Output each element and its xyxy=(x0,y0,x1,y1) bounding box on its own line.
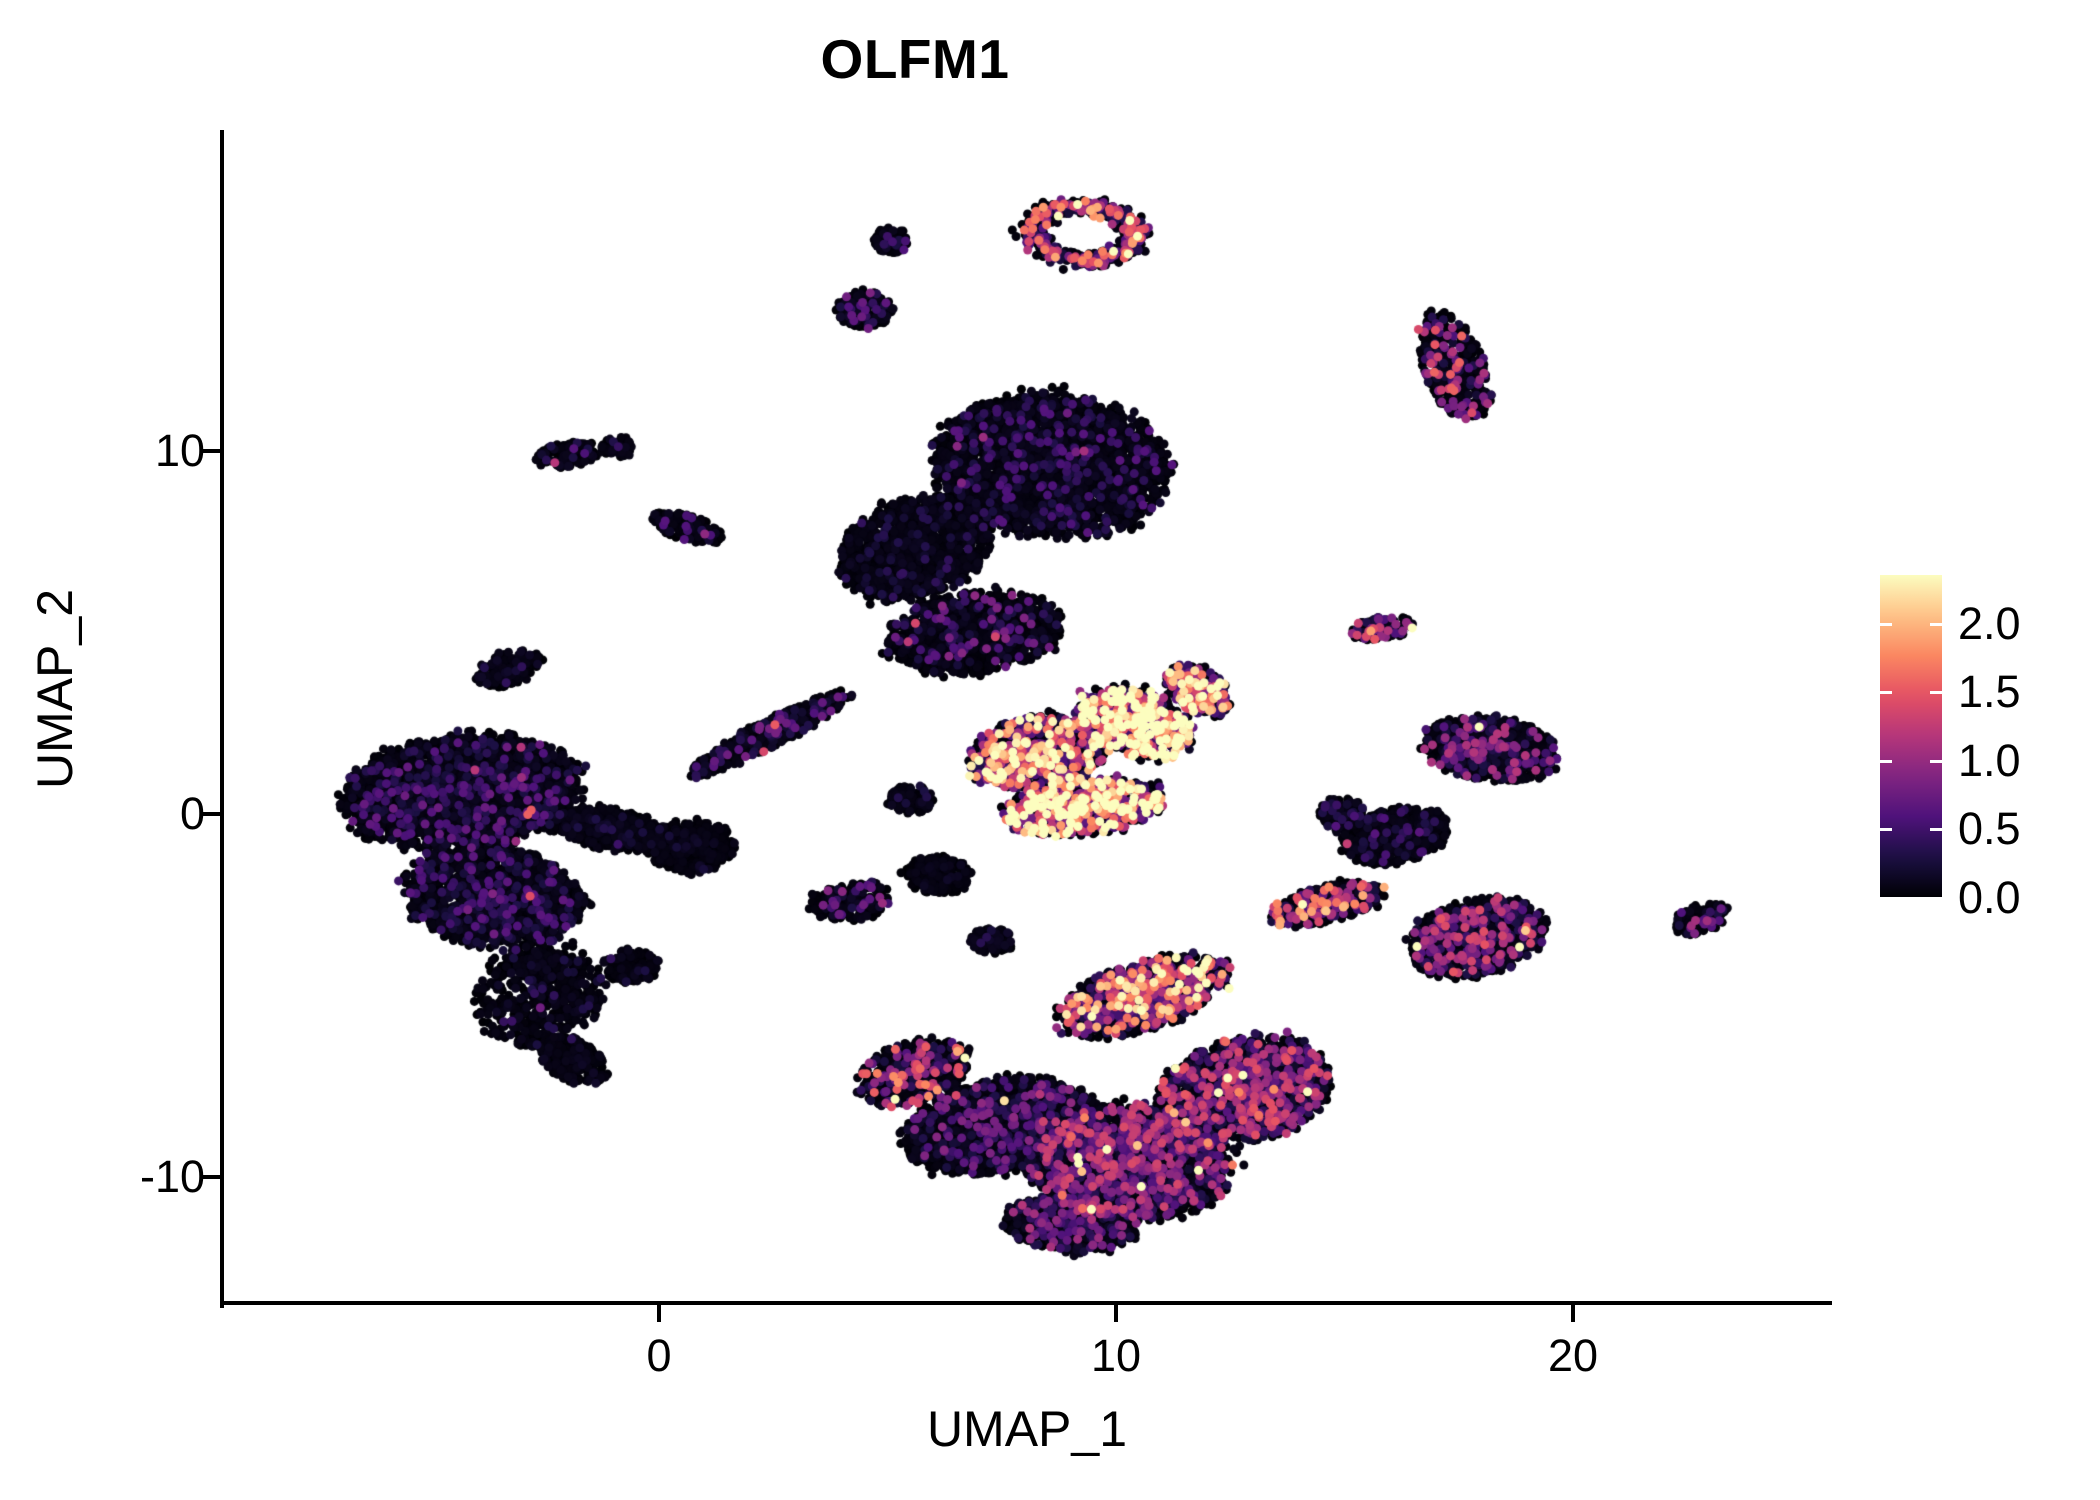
y-tick-label: 0 xyxy=(179,788,205,839)
scatter-plot-panel[interactable] xyxy=(222,130,1832,1305)
colorbar-tick-label: 0.5 xyxy=(1958,803,2021,855)
x-tick-mark xyxy=(1571,1305,1575,1322)
colorbar-tick xyxy=(1880,828,1892,832)
x-tick-label: 10 xyxy=(1090,1330,1142,1381)
colorbar-tick-label: 0.0 xyxy=(1958,872,2021,923)
y-tick-mark xyxy=(203,449,220,453)
colorbar-tick xyxy=(1930,759,1942,763)
colorbar-legend: 2.0 1.5 1.0 0.5 0.0 xyxy=(1880,575,2080,920)
x-axis-line xyxy=(220,1301,1832,1305)
x-axis-title: UMAP_1 xyxy=(926,1401,1128,1457)
y-tick-label: -10 xyxy=(139,1151,205,1202)
umap-scatter-canvas[interactable] xyxy=(222,130,1832,1305)
y-axis-title: UMAP_2 xyxy=(27,588,83,790)
y-tick-label: 10 xyxy=(154,425,205,476)
page-title: OLFM1 xyxy=(820,28,1010,90)
colorbar-tick xyxy=(1930,828,1942,832)
colorbar-tick xyxy=(1880,897,1892,900)
colorbar-tick xyxy=(1880,691,1892,695)
colorbar-gradient xyxy=(1880,575,1942,900)
colorbar-tick-label: 1.5 xyxy=(1958,666,2021,718)
y-axis-line xyxy=(220,130,224,1308)
colorbar-tick-label: 2.0 xyxy=(1958,597,2021,649)
colorbar-tick xyxy=(1930,622,1942,626)
colorbar-tick xyxy=(1930,897,1942,900)
y-tick-mark xyxy=(203,1175,220,1179)
x-tick-label: 20 xyxy=(1547,1330,1599,1381)
x-tick-label: 0 xyxy=(646,1330,672,1381)
colorbar-tick-label: 1.0 xyxy=(1958,734,2021,786)
colorbar-tick xyxy=(1880,759,1892,763)
colorbar-tick xyxy=(1880,622,1892,626)
x-tick-mark xyxy=(657,1305,661,1322)
x-tick-mark xyxy=(1114,1305,1118,1322)
colorbar-tick xyxy=(1930,691,1942,695)
y-tick-mark xyxy=(203,812,220,816)
